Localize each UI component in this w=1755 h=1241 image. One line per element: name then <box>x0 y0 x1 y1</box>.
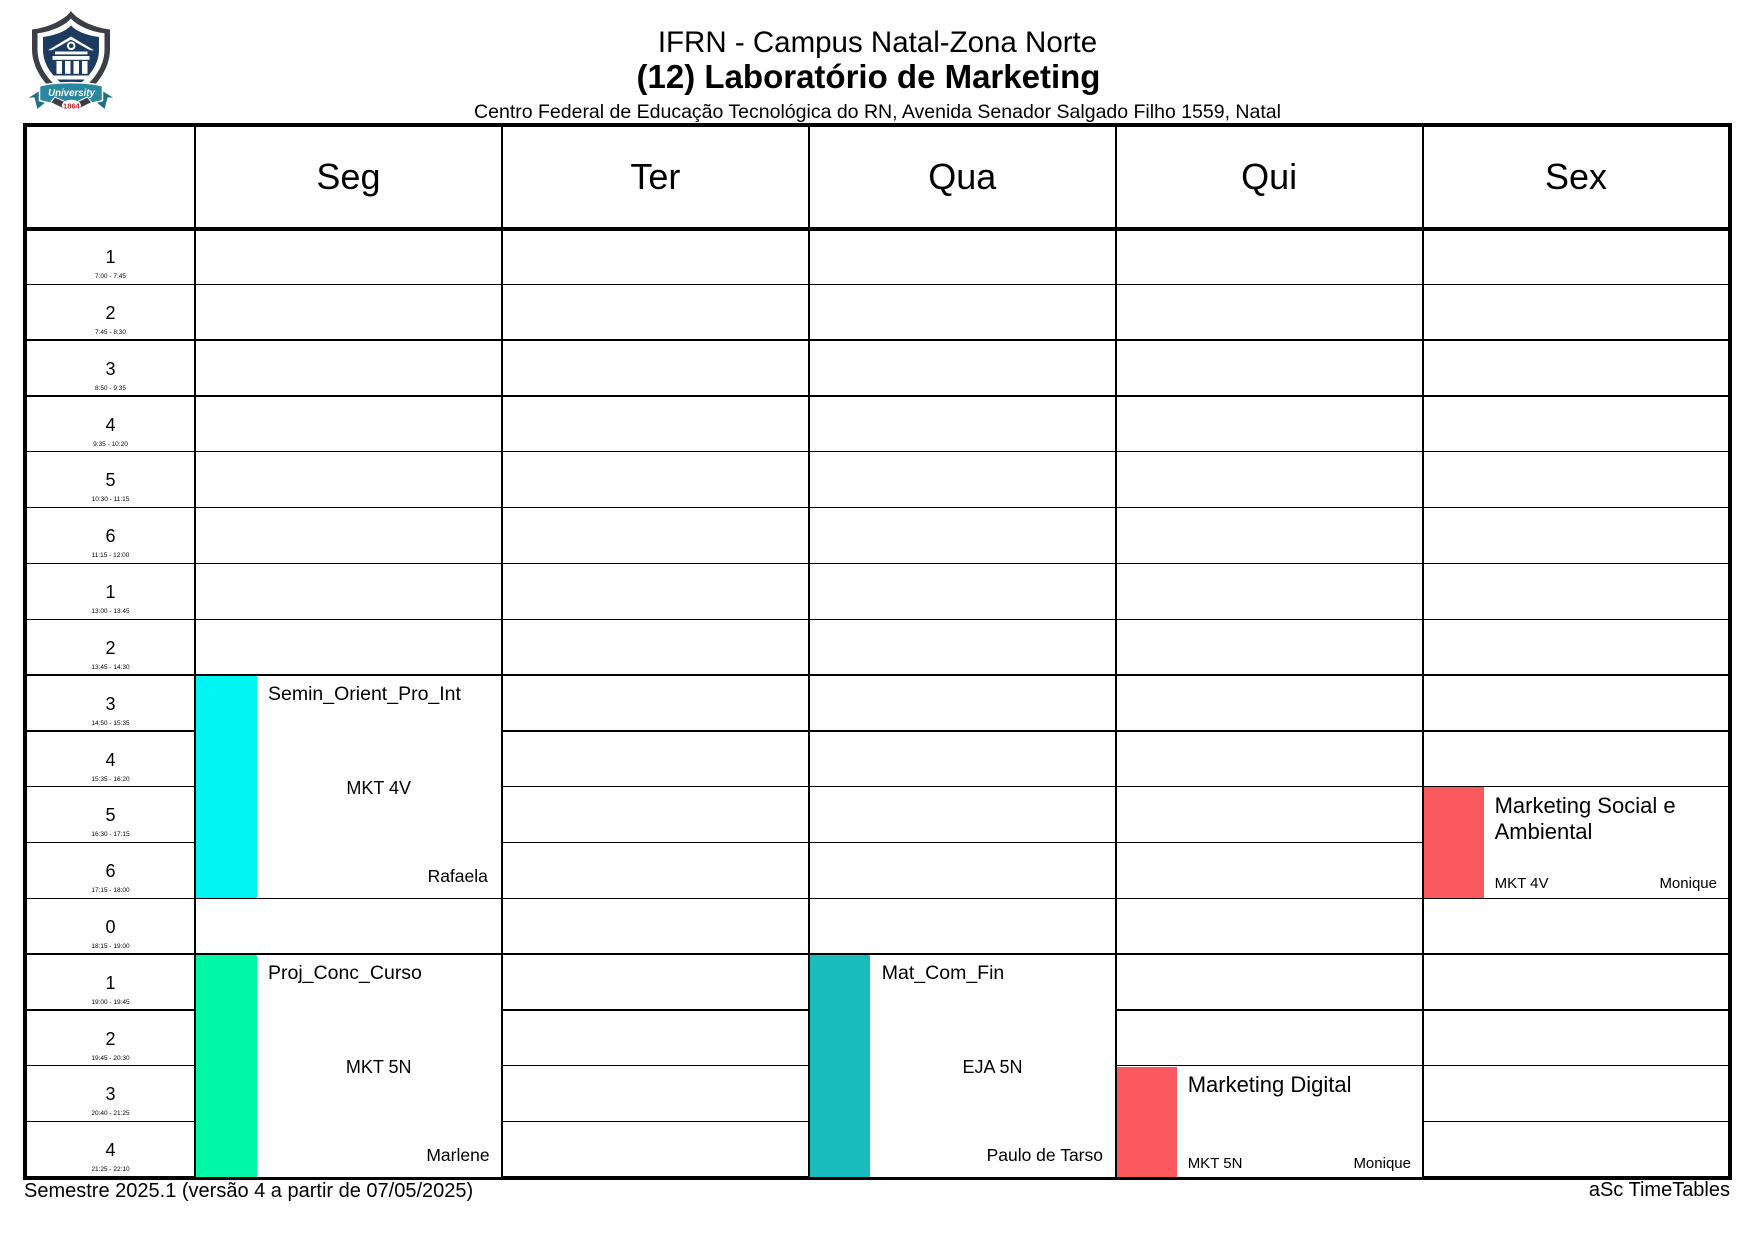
svg-text:1864: 1864 <box>63 102 81 111</box>
svg-text:University: University <box>48 88 95 99</box>
